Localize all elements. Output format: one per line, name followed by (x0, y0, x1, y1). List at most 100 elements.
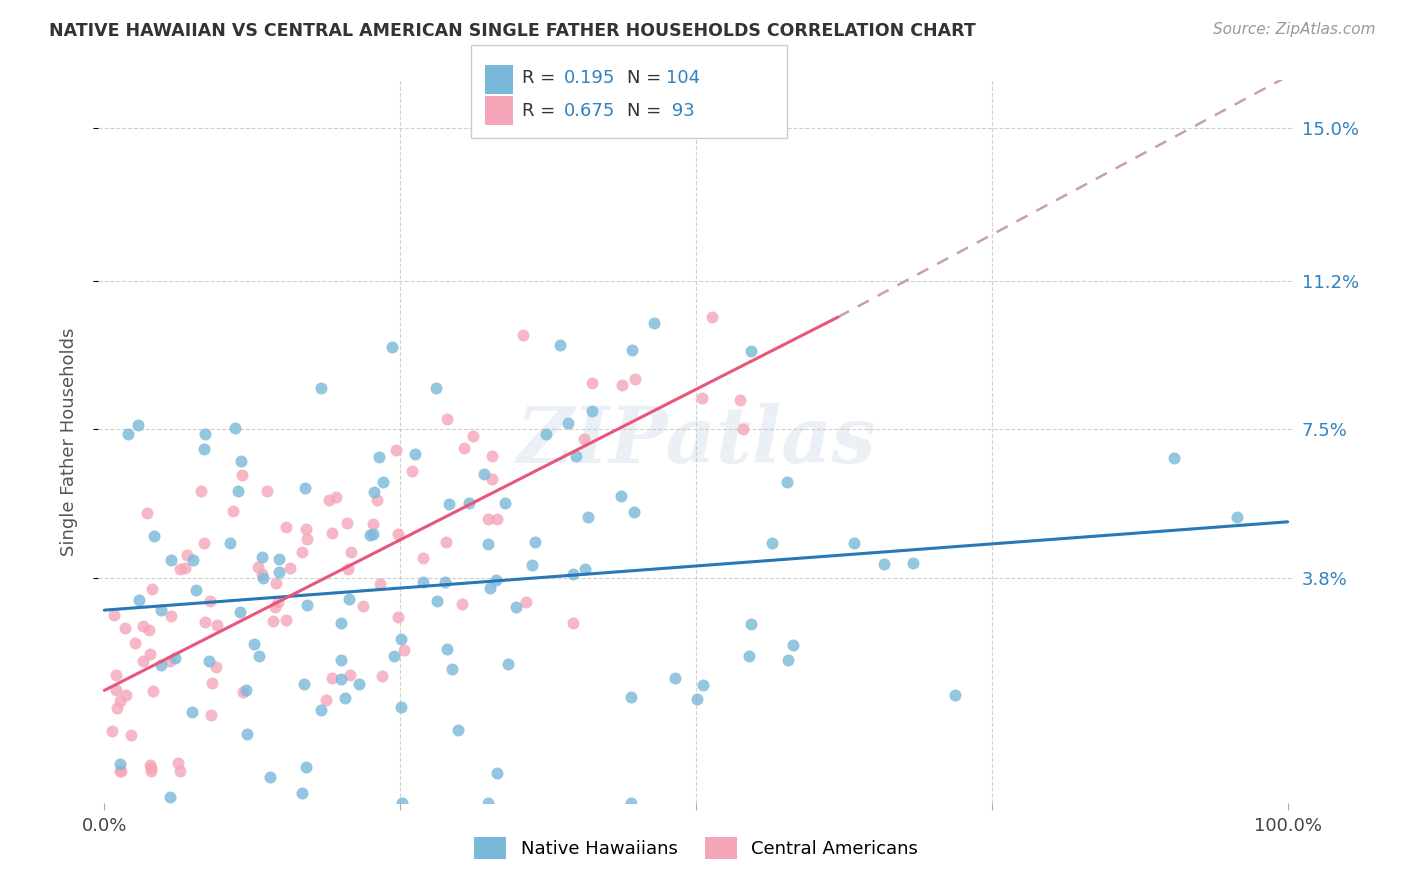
Point (391, 796, 413, 810)
Point (169, 764, 191, 778)
Point (329, 673, 352, 687)
Point (737, 649, 759, 664)
Point (623, 505, 645, 519)
Point (485, 574, 508, 588)
Text: ZIPatlas: ZIPatlas (516, 403, 876, 480)
Point (692, 678, 714, 692)
Point (105, 667, 128, 681)
Point (844, 536, 866, 550)
Point (309, 381, 332, 395)
Point (103, 608, 125, 623)
Point (105, 701, 128, 715)
Point (181, 705, 204, 719)
Point (352, 599, 374, 613)
Point (451, 597, 474, 611)
Point (330, 615, 353, 630)
Point (486, 512, 509, 526)
Point (610, 377, 633, 392)
Point (250, 550, 273, 565)
Point (686, 691, 709, 706)
Point (167, 756, 190, 771)
Point (218, 536, 240, 550)
Point (200, 707, 222, 722)
Text: N =: N = (627, 70, 666, 87)
Point (391, 700, 413, 714)
Point (141, 582, 163, 597)
Point (193, 442, 215, 456)
Point (387, 527, 409, 541)
Point (101, 724, 124, 739)
Point (124, 635, 146, 649)
Point (581, 403, 603, 417)
Text: R =: R = (522, 103, 561, 120)
Point (620, 690, 643, 705)
Point (382, 648, 405, 663)
Point (901, 556, 924, 570)
Point (401, 464, 423, 478)
Point (333, 690, 356, 705)
Point (404, 447, 426, 461)
Point (150, 602, 173, 616)
Point (363, 485, 385, 500)
Point (295, 598, 318, 612)
Point (336, 516, 359, 530)
Point (609, 489, 631, 503)
Point (115, 688, 138, 702)
Point (193, 535, 215, 549)
Point (778, 653, 800, 667)
Point (174, 560, 197, 574)
Point (224, 421, 246, 435)
Text: N =: N = (627, 103, 666, 120)
Point (472, 467, 495, 482)
Point (278, 561, 301, 575)
Point (392, 643, 415, 657)
Point (477, 537, 499, 551)
Point (505, 600, 527, 615)
Point (262, 614, 284, 628)
Point (494, 496, 516, 510)
Point (267, 565, 290, 579)
Point (127, 417, 149, 432)
Point (269, 551, 291, 566)
Point (576, 510, 599, 524)
Point (481, 450, 503, 464)
Y-axis label: Single Father Households: Single Father Households (59, 327, 77, 556)
Point (110, 694, 132, 708)
Point (181, 553, 204, 567)
Point (252, 571, 274, 585)
Point (117, 427, 139, 442)
Point (426, 594, 449, 608)
Point (186, 583, 208, 598)
Point (461, 429, 484, 443)
Point (132, 619, 155, 633)
Point (337, 591, 360, 606)
Point (321, 671, 343, 685)
Point (441, 663, 464, 677)
Point (194, 615, 217, 629)
Point (434, 574, 457, 589)
Point (731, 422, 754, 436)
Text: NATIVE HAWAIIAN VS CENTRAL AMERICAN SINGLE FATHER HOUSEHOLDS CORRELATION CHART: NATIVE HAWAIIAN VS CENTRAL AMERICAN SING… (49, 22, 976, 40)
Point (740, 617, 762, 632)
Point (315, 693, 337, 707)
Point (329, 653, 352, 667)
Point (256, 483, 278, 498)
Point (945, 688, 967, 702)
Point (581, 376, 603, 391)
Point (176, 548, 198, 562)
Point (761, 536, 783, 550)
Point (624, 372, 647, 386)
Text: 93: 93 (666, 103, 695, 120)
Point (515, 595, 537, 609)
Point (169, 562, 191, 576)
Point (690, 391, 713, 405)
Point (371, 475, 394, 489)
Point (290, 544, 312, 558)
Point (139, 757, 162, 772)
Point (523, 534, 546, 549)
Point (291, 786, 314, 800)
Point (250, 566, 273, 581)
Point (1163, 450, 1185, 465)
Point (128, 593, 150, 607)
Point (425, 381, 447, 395)
